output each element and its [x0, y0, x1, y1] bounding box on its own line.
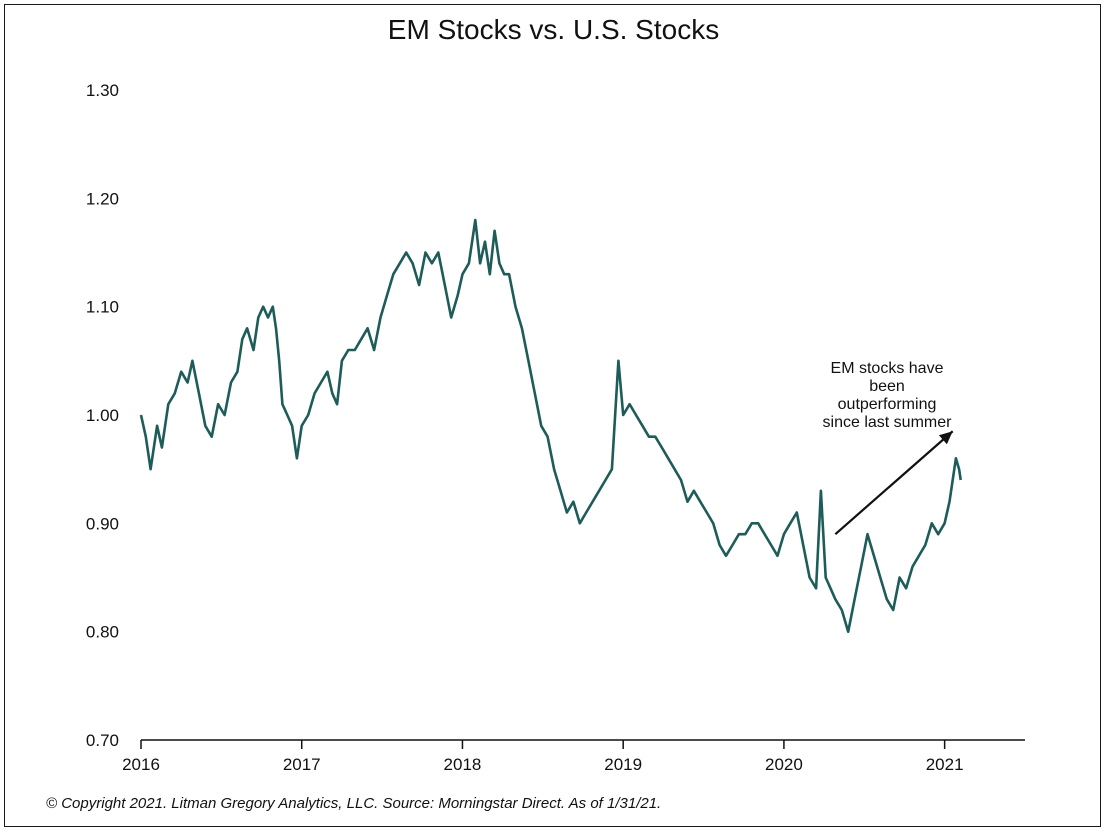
- x-tick-label: 2017: [283, 755, 321, 774]
- line-chart: 1.301.201.101.000.900.800.70 2016 2017 201…: [86, 81, 1025, 774]
- annotation-text: since last summer: [823, 414, 953, 431]
- chart-title: EM Stocks vs. U.S. Stocks: [387, 14, 720, 45]
- annotation-text: been: [869, 378, 905, 395]
- annotation-text: outperforming: [838, 396, 937, 413]
- y-axis-ticks: 1.30 1.20 1.10 1.00 0.90 0.80 0.70: [86, 81, 119, 750]
- x-tick-label: 2019: [604, 755, 642, 774]
- y-tick-label: 0.80: [86, 623, 119, 642]
- x-tick-label: 2018: [444, 755, 482, 774]
- y-tick-label: 0.90: [86, 514, 119, 533]
- y-tick-label: 1.10: [86, 298, 119, 317]
- y-tick-label: 0.70: [86, 731, 119, 750]
- annotation-text: EM stocks have: [831, 360, 944, 377]
- y-tick-label: 1.20: [86, 189, 119, 208]
- y-tick-label: 1.00: [86, 406, 119, 425]
- copyright-footer: © Copyright 2021. Litman Gregory Analyti…: [46, 795, 662, 812]
- annotation-arrowhead: [938, 431, 953, 445]
- x-tick-label: 2020: [765, 755, 803, 774]
- chart-frame: [4, 4, 1101, 827]
- series-layer: [139, 218, 962, 633]
- series-line: [139, 218, 962, 633]
- x-tick-label: 2016: [122, 755, 160, 774]
- x-axis: 2016 2017 2018 2019 2020 2021: [122, 739, 1025, 774]
- x-tick-label: 2021: [926, 755, 964, 774]
- y-tick-label: 1.30: [86, 81, 119, 100]
- annotation-arrow-line: [834, 430, 954, 535]
